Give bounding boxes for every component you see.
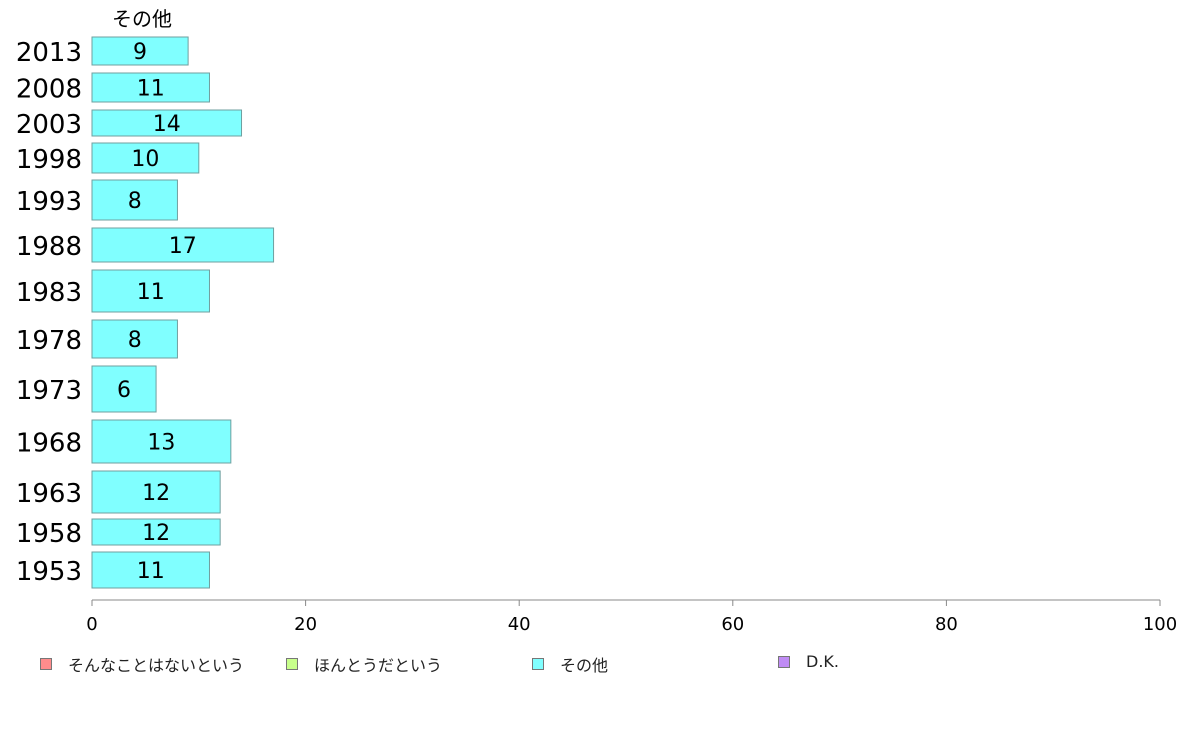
y-tick-label-1988: 1988 bbox=[16, 232, 82, 262]
bar-value-label-1968: 13 bbox=[147, 431, 175, 456]
bar-2003 bbox=[91, 109, 243, 137]
y-tick-label-2008: 2008 bbox=[16, 75, 82, 105]
bar-1973 bbox=[91, 365, 157, 413]
y-tick-label-2013: 2013 bbox=[16, 38, 82, 68]
bar-value-label-1963: 12 bbox=[142, 481, 170, 506]
bar-value-label-1953: 11 bbox=[137, 559, 165, 584]
bar-1988 bbox=[91, 227, 275, 263]
bar-value-label-2013: 9 bbox=[133, 40, 147, 65]
legend-swatch-hontou bbox=[286, 658, 298, 670]
bar-value-label-1998: 10 bbox=[131, 147, 159, 172]
y-tick-label-1953: 1953 bbox=[16, 557, 82, 587]
y-tick-label-1983: 1983 bbox=[16, 278, 82, 308]
x-tick-label-80: 80 bbox=[935, 614, 958, 635]
bar-value-label-1973: 6 bbox=[117, 378, 131, 403]
y-tick-label-1963: 1963 bbox=[16, 479, 82, 509]
legend-item-hontou: ほんとうだという bbox=[286, 652, 442, 676]
legend-label-sonota: その他 bbox=[560, 656, 609, 675]
bar-value-label-1983: 11 bbox=[137, 280, 165, 305]
bar-1983 bbox=[91, 269, 210, 313]
bar-2008 bbox=[91, 72, 210, 103]
bar-value-label-2003: 14 bbox=[153, 112, 181, 137]
bar-value-label-1993: 8 bbox=[128, 189, 142, 214]
x-tick-label-0: 0 bbox=[86, 614, 97, 635]
bar-1978 bbox=[91, 319, 178, 359]
legend-label-hontou: ほんとうだという bbox=[314, 656, 443, 675]
bar-value-label-1978: 8 bbox=[128, 328, 142, 353]
bar-value-label-1958: 12 bbox=[142, 521, 170, 546]
legend-item-dk: D.K. bbox=[778, 652, 839, 671]
bar-value-label-2008: 11 bbox=[137, 77, 165, 102]
legend-swatch-dk bbox=[778, 655, 790, 668]
chart-title: その他 bbox=[112, 7, 172, 31]
legend-item-sonnakoto: そんなことはないという bbox=[40, 652, 244, 676]
x-tick-label-100: 100 bbox=[1143, 614, 1177, 635]
y-tick-label-1993: 1993 bbox=[16, 187, 82, 217]
legend-label-sonnakoto: そんなことはないという bbox=[68, 656, 245, 675]
bar-2013 bbox=[91, 36, 189, 66]
bar-1968 bbox=[91, 419, 232, 464]
bar-1993 bbox=[91, 179, 178, 221]
y-tick-label-1978: 1978 bbox=[16, 326, 82, 356]
y-tick-label-1973: 1973 bbox=[16, 376, 82, 406]
x-tick-label-60: 60 bbox=[721, 614, 744, 635]
legend-swatch-sonnakoto bbox=[40, 658, 52, 670]
y-tick-label-1958: 1958 bbox=[16, 519, 82, 549]
bar-1958 bbox=[91, 518, 221, 546]
bar-value-label-1988: 17 bbox=[169, 234, 197, 259]
legend-label-dk: D.K. bbox=[806, 652, 839, 671]
bar-1953 bbox=[91, 551, 210, 589]
legend-item-sonota: その他 bbox=[532, 652, 608, 676]
y-tick-label-1968: 1968 bbox=[16, 429, 82, 459]
bar-1963 bbox=[91, 470, 221, 514]
x-tick-label-20: 20 bbox=[294, 614, 317, 635]
legend-swatch-sonota bbox=[532, 658, 544, 670]
y-tick-label-1998: 1998 bbox=[16, 145, 82, 175]
y-tick-label-2003: 2003 bbox=[16, 110, 82, 140]
bar-1998 bbox=[91, 142, 200, 174]
legend: そんなことはないという ほんとうだという その他 D.K. bbox=[0, 652, 1188, 676]
x-tick-label-40: 40 bbox=[508, 614, 531, 635]
